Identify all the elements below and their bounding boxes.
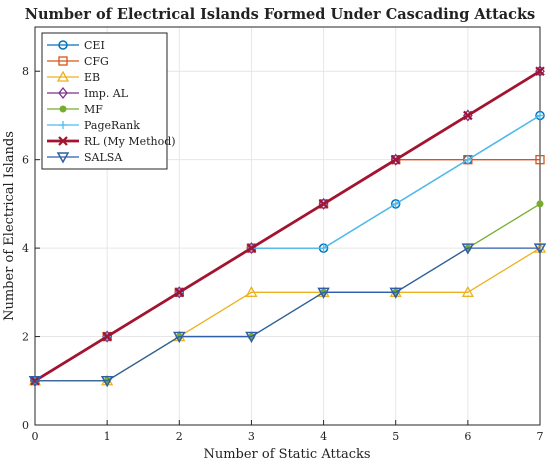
x-axis-label: Number of Static Attacks bbox=[203, 447, 370, 462]
data-point bbox=[28, 376, 42, 388]
legend-item: MF bbox=[47, 103, 103, 116]
series-7 bbox=[28, 243, 547, 388]
legend-label: CEI bbox=[84, 39, 105, 52]
chart-title: Number of Electrical Islands Formed Unde… bbox=[25, 6, 535, 23]
series-line bbox=[34, 70, 541, 382]
data-point bbox=[463, 110, 473, 121]
data-point bbox=[245, 285, 258, 297]
legend-label: PageRank bbox=[84, 119, 140, 132]
legend-label: SALSA bbox=[84, 151, 123, 164]
data-point bbox=[246, 243, 257, 253]
legend-marker bbox=[59, 105, 67, 113]
axis-ticks: 0 1 2 3 4 5 6 7 0 2 4 6 8 bbox=[22, 65, 544, 443]
data-point bbox=[461, 285, 474, 297]
data-point bbox=[536, 111, 544, 120]
x-tick-label: 0 bbox=[32, 430, 39, 443]
data-point bbox=[174, 287, 185, 298]
y-tick-label: 0 bbox=[22, 419, 29, 432]
legend-marker bbox=[58, 86, 68, 100]
data-point bbox=[535, 155, 545, 165]
legend-label: CFG bbox=[84, 55, 109, 68]
series-line bbox=[34, 159, 540, 382]
plot-frame bbox=[34, 26, 541, 426]
data-point bbox=[463, 155, 472, 164]
legend-label: Imp. AL bbox=[84, 87, 129, 100]
legend-marker bbox=[58, 56, 68, 66]
x-tick-label: 1 bbox=[104, 430, 111, 443]
legend-item: Imp. AL bbox=[47, 86, 129, 100]
data-point bbox=[102, 331, 112, 342]
data-point bbox=[173, 331, 186, 344]
data-point bbox=[536, 200, 544, 208]
legend-marker bbox=[56, 70, 70, 82]
legend-label: MF bbox=[84, 103, 103, 116]
x-tick-label: 4 bbox=[320, 430, 327, 443]
legend: CEI CFG EB Imp. AL MF PageRank RL (My Method) S… bbox=[41, 32, 176, 170]
legend-marker bbox=[59, 121, 67, 129]
y-tick-label: 6 bbox=[22, 154, 29, 167]
y-tick-label: 2 bbox=[22, 331, 29, 344]
legend-item: PageRank bbox=[47, 119, 140, 132]
data-point bbox=[318, 199, 329, 209]
x-tick-label: 7 bbox=[537, 430, 544, 443]
data-point bbox=[461, 243, 475, 255]
legend-marker bbox=[58, 40, 68, 50]
legend-item: CEI bbox=[47, 39, 105, 52]
series-line bbox=[35, 247, 540, 382]
x-tick-label: 6 bbox=[464, 430, 471, 443]
x-tick-label: 2 bbox=[176, 430, 183, 443]
legend-label: RL (My Method) bbox=[84, 135, 176, 148]
y-tick-label: 4 bbox=[22, 242, 29, 255]
data-point bbox=[533, 243, 547, 255]
data-point bbox=[317, 287, 330, 299]
legend-marker bbox=[58, 136, 68, 146]
series-1 bbox=[30, 155, 545, 386]
data-point bbox=[245, 331, 258, 344]
data-point bbox=[319, 244, 328, 253]
data-point bbox=[389, 287, 402, 299]
data-point bbox=[390, 154, 401, 165]
data-point bbox=[391, 199, 400, 208]
x-tick-label: 5 bbox=[392, 430, 399, 443]
legend-item: RL (My Method) bbox=[47, 135, 176, 148]
x-tick-label: 3 bbox=[248, 430, 255, 443]
series-6 bbox=[30, 66, 545, 386]
y-tick-label: 8 bbox=[22, 65, 29, 78]
data-point bbox=[100, 376, 114, 388]
legend-item: CFG bbox=[47, 55, 109, 68]
legend-label: EB bbox=[84, 71, 100, 84]
y-axis-label: Number of Electrical Islands bbox=[2, 131, 17, 321]
legend-box bbox=[41, 32, 168, 170]
legend-marker bbox=[56, 152, 70, 164]
data-point bbox=[535, 66, 545, 77]
series-lines bbox=[28, 65, 547, 388]
legend-item: EB bbox=[47, 70, 100, 84]
legend-item: SALSA bbox=[47, 151, 123, 164]
